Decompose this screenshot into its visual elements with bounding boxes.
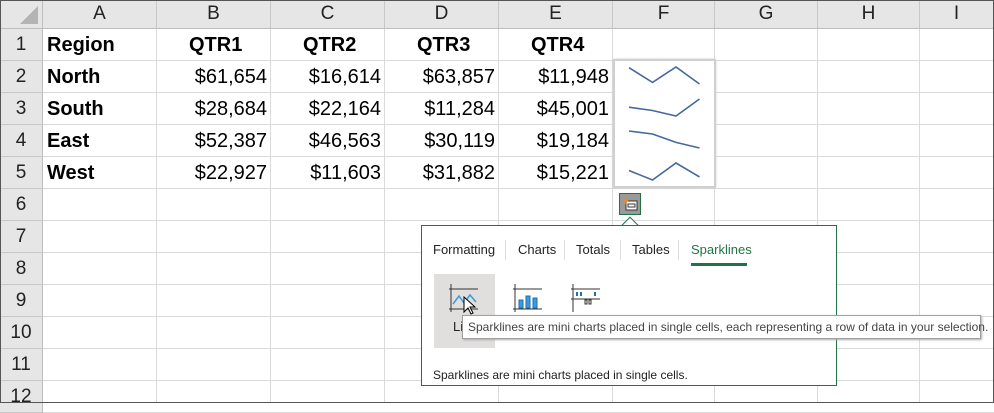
sparkline-south bbox=[628, 98, 700, 117]
row-header-2[interactable]: 2 bbox=[0, 61, 43, 93]
cell-value[interactable]: $28,684 bbox=[194, 97, 267, 120]
sparklines bbox=[628, 66, 700, 181]
row-header-10[interactable]: 10 bbox=[0, 317, 43, 349]
cell-value[interactable]: $31,882 bbox=[422, 161, 495, 184]
cell-value[interactable]: $61,654 bbox=[194, 65, 267, 88]
column-header-i[interactable]: I bbox=[920, 0, 994, 29]
row-header-3[interactable]: 3 bbox=[0, 93, 43, 125]
tab-formatting[interactable]: Formatting bbox=[433, 242, 496, 257]
column-gridline bbox=[919, 29, 920, 403]
sparkline-west bbox=[628, 162, 700, 181]
quick-analysis-button[interactable] bbox=[619, 193, 641, 215]
column-sparkline-icon bbox=[513, 284, 542, 312]
cell-value[interactable]: $16,614 bbox=[308, 65, 381, 88]
row-header-4[interactable]: 4 bbox=[0, 125, 43, 157]
column-gridline bbox=[156, 29, 157, 403]
column-gridline bbox=[384, 29, 385, 403]
quick-analysis-panel: Formatting Charts Totals Tables Sparklin… bbox=[421, 225, 837, 386]
mouse-cursor-icon bbox=[463, 296, 477, 315]
cell-header-qtr2[interactable]: QTR2 bbox=[303, 33, 357, 56]
column-header-f[interactable]: F bbox=[613, 0, 715, 29]
tab-totals[interactable]: Totals bbox=[576, 242, 610, 257]
tab-tables[interactable]: Tables bbox=[632, 242, 670, 257]
column-gridline bbox=[498, 29, 499, 403]
cell-header-qtr3[interactable]: QTR3 bbox=[417, 33, 471, 56]
row-gridline bbox=[43, 220, 994, 221]
row-gridline bbox=[43, 156, 994, 157]
window-border bbox=[0, 0, 994, 403]
win-loss-sparkline-option[interactable] bbox=[566, 274, 627, 348]
cell-header-qtr4[interactable]: QTR4 bbox=[531, 33, 585, 56]
win-loss-sparkline-icon bbox=[571, 284, 600, 312]
cell-value[interactable]: $22,164 bbox=[308, 97, 381, 120]
active-tab-underline bbox=[691, 263, 747, 266]
row-header-11[interactable]: 11 bbox=[0, 349, 43, 381]
cell-value[interactable]: $45,001 bbox=[536, 97, 609, 120]
row-header-8[interactable]: 8 bbox=[0, 253, 43, 285]
row-header-7[interactable]: 7 bbox=[0, 221, 43, 253]
column-header-b[interactable]: B bbox=[157, 0, 271, 29]
line-option-label: Li bbox=[453, 319, 464, 334]
tab-sparklines[interactable]: Sparklines bbox=[691, 242, 752, 257]
select-all-icon bbox=[20, 6, 38, 24]
cell-header-qtr1[interactable]: QTR1 bbox=[189, 33, 243, 56]
sparkline-east bbox=[628, 130, 700, 149]
cell-region[interactable]: South bbox=[47, 97, 104, 120]
column-header-c[interactable]: C bbox=[271, 0, 385, 29]
column-gridline bbox=[817, 29, 818, 403]
cell-value[interactable]: $46,563 bbox=[308, 129, 381, 152]
column-gridline bbox=[714, 29, 715, 403]
cell-value[interactable]: $63,857 bbox=[422, 65, 495, 88]
sparkline-range[interactable] bbox=[613, 59, 716, 188]
column-header-a[interactable]: A bbox=[43, 0, 157, 29]
column-header-d[interactable]: D bbox=[385, 0, 499, 29]
tab-divider bbox=[564, 240, 565, 260]
cell-value[interactable]: $11,284 bbox=[424, 97, 495, 120]
column-header-h[interactable]: H bbox=[818, 0, 920, 29]
cell-region[interactable]: East bbox=[47, 129, 90, 152]
row-gridline bbox=[43, 92, 994, 93]
panel-description: Sparklines are mini charts placed in sin… bbox=[433, 368, 688, 382]
cell-value[interactable]: $52,387 bbox=[194, 129, 267, 152]
row-gridline bbox=[43, 124, 994, 125]
cell-value[interactable]: $19,184 bbox=[536, 129, 609, 152]
column-header-e[interactable]: E bbox=[499, 0, 613, 29]
row-header-5[interactable]: 5 bbox=[0, 157, 43, 189]
column-sparkline-option[interactable] bbox=[500, 274, 561, 348]
cell-value[interactable]: $15,221 bbox=[536, 161, 609, 184]
row-header-9[interactable]: 9 bbox=[0, 285, 43, 317]
quick-analysis-icon bbox=[623, 196, 638, 211]
cell-value[interactable]: $22,927 bbox=[194, 161, 267, 184]
cell-value[interactable]: $30,119 bbox=[424, 129, 495, 152]
tab-divider bbox=[678, 240, 679, 260]
column-gridline bbox=[270, 29, 271, 403]
row-header-1[interactable]: 1 bbox=[0, 29, 43, 61]
row-gridline bbox=[43, 188, 994, 189]
tab-charts[interactable]: Charts bbox=[518, 242, 557, 257]
cell-header-region[interactable]: Region bbox=[47, 33, 115, 56]
tab-divider bbox=[505, 240, 506, 260]
select-all-corner[interactable] bbox=[0, 0, 43, 29]
cell-value[interactable]: $11,948 bbox=[538, 65, 609, 88]
column-gridline bbox=[612, 29, 613, 403]
cell-value[interactable]: $11,603 bbox=[310, 161, 381, 184]
column-header-g[interactable]: G bbox=[715, 0, 818, 29]
cell-region[interactable]: West bbox=[47, 161, 95, 184]
row-gridline bbox=[43, 60, 994, 61]
tooltip: Sparklines are mini charts placed in sin… bbox=[462, 315, 988, 339]
cell-region[interactable]: North bbox=[47, 65, 101, 88]
row-header-6[interactable]: 6 bbox=[0, 189, 43, 221]
tab-divider bbox=[620, 240, 621, 260]
sparkline-north bbox=[628, 66, 700, 85]
